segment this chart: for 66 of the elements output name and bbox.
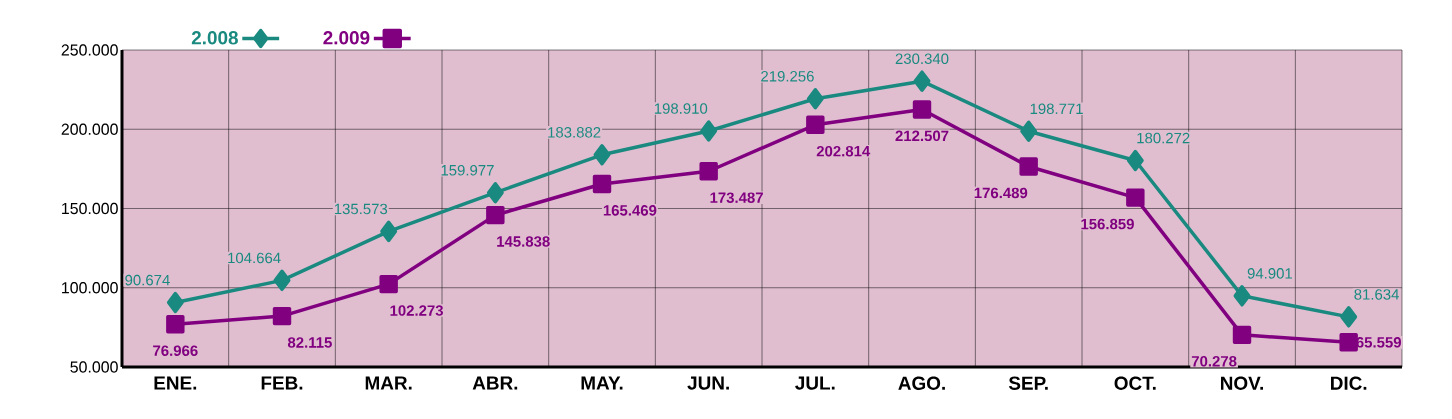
x-tick-label: ENE. [154,376,197,390]
x-tick-label: JUL. [795,376,835,390]
data-label: 135.573 [334,203,388,215]
x-tick-label: DIC. [1331,376,1367,390]
x-tick-label: MAR. [365,376,412,390]
point [593,144,611,166]
y-tick-label: 150.000 [62,202,118,215]
data-label: 212.507 [895,130,949,142]
point [166,291,184,314]
y-tick-label: 200.000 [61,123,118,135]
x-tick-label: SEP. [1008,376,1048,390]
data-label: 183.882 [548,127,601,138]
legend-label: 2.009 [323,31,370,45]
data-label: 202.814 [816,145,871,157]
x-tick-label: JUN. [687,376,729,390]
point [486,181,504,204]
y-tick-label: 100.000 [62,282,118,294]
data-label: 219.256 [761,71,814,82]
x-tick-label: ABR. [472,376,518,390]
data-label: 198.771 [1030,103,1083,115]
point [166,315,185,334]
data-label: 90.674 [125,274,170,286]
point [486,205,505,225]
x-tick-label: OCT. [1114,376,1156,390]
data-label: 81.634 [1354,289,1399,300]
data-label: 156.859 [1081,218,1134,230]
data-label: 173.487 [710,192,763,203]
x-tick-label: AGO. [898,376,945,390]
point [379,274,398,294]
point [700,120,718,142]
data-label: 230.340 [895,53,949,65]
data-label: 159.977 [441,164,494,176]
point [1232,325,1252,345]
data-label: 76.966 [153,345,198,356]
data-label: 82.115 [287,337,332,348]
data-label: 165.469 [603,205,657,216]
x-tick-label: NOV. [1221,376,1263,390]
point [913,70,931,92]
data-label: 198.910 [654,103,708,114]
point [806,88,824,110]
x-tick-label: MAY. [581,376,623,390]
data-label: 70.278 [1191,355,1237,367]
y-tick-label: 50.000 [70,361,118,373]
point [699,162,718,181]
point [1339,333,1358,352]
point [912,100,932,119]
data-label: 94.901 [1247,268,1293,279]
data-label: 180.272 [1137,132,1190,144]
point [380,220,398,243]
point [806,115,825,135]
point [592,174,612,194]
point [1126,149,1144,172]
data-label: 176.489 [974,187,1028,199]
legend-label: 2.008 [191,31,238,45]
point [273,269,291,292]
point [1020,120,1038,142]
point [1233,285,1251,307]
point [1126,188,1145,207]
data-label: 145.838 [497,236,550,247]
y-tick-label: 250.000 [61,44,118,56]
x-tick-label: FEB. [261,376,303,390]
data-label: 102.273 [390,305,444,316]
data-label: 104.664 [228,252,281,264]
point [272,306,292,326]
point [1340,306,1358,328]
point [1019,157,1038,176]
